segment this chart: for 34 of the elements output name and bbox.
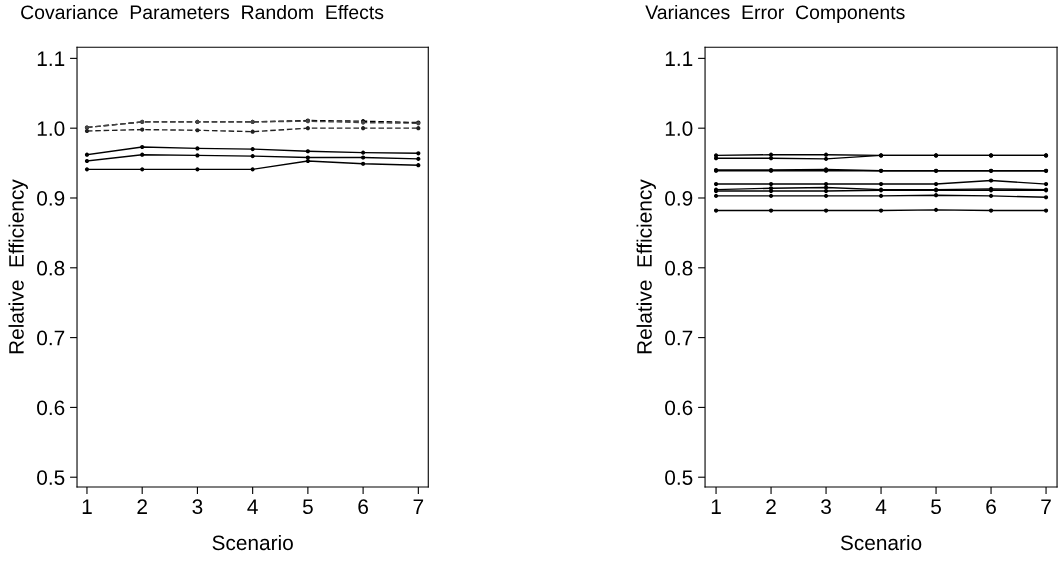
- x-tick-label: 3: [821, 499, 831, 515]
- x-axis-title: Scenario: [212, 534, 293, 551]
- y-axis-title: Relative Efficiency: [636, 179, 656, 354]
- y-tick-label: 0.7: [37, 330, 65, 346]
- y-tick-label: 0.9: [37, 190, 65, 206]
- x-tick-label: 2: [766, 499, 776, 514]
- y-tick-label: 1.1: [37, 51, 65, 66]
- x-tick-label: 5: [931, 499, 941, 515]
- y-tick-label: 0.8: [665, 260, 693, 276]
- x-tick-label: 6: [358, 499, 368, 515]
- y-tick-label: 0.5: [37, 470, 65, 485]
- y-tick-label: 0.5: [665, 470, 693, 485]
- chart-title: Variances Error Components: [645, 4, 905, 24]
- y-tick-label: 1.1: [665, 51, 693, 66]
- x-tick-label: 7: [1041, 499, 1051, 514]
- x-tick-label: 4: [875, 499, 887, 514]
- x-tick-label: 1: [711, 499, 721, 514]
- y-tick-label: 1.0: [37, 121, 65, 136]
- y-tick-label: 0.6: [665, 400, 693, 416]
- chart-title: Covariance Parameters Random Effects: [21, 4, 384, 20]
- x-axis-title: Scenario: [840, 534, 922, 551]
- y-axis-title: Relative Efficiency: [8, 179, 28, 354]
- x-tick-label: 6: [986, 499, 996, 515]
- x-tick-label: 4: [247, 499, 258, 514]
- y-tick-label: 0.9: [665, 190, 693, 206]
- y-tick-label: 0.8: [37, 260, 65, 276]
- y-tick-label: 0.7: [665, 330, 693, 346]
- x-tick-label: 2: [137, 499, 147, 514]
- y-tick-label: 0.6: [37, 400, 65, 416]
- x-tick-label: 3: [192, 499, 203, 515]
- x-tick-label: 7: [413, 499, 424, 514]
- x-tick-label: 5: [302, 499, 313, 515]
- x-tick-label: 1: [82, 499, 92, 514]
- y-tick-label: 1.0: [665, 121, 693, 136]
